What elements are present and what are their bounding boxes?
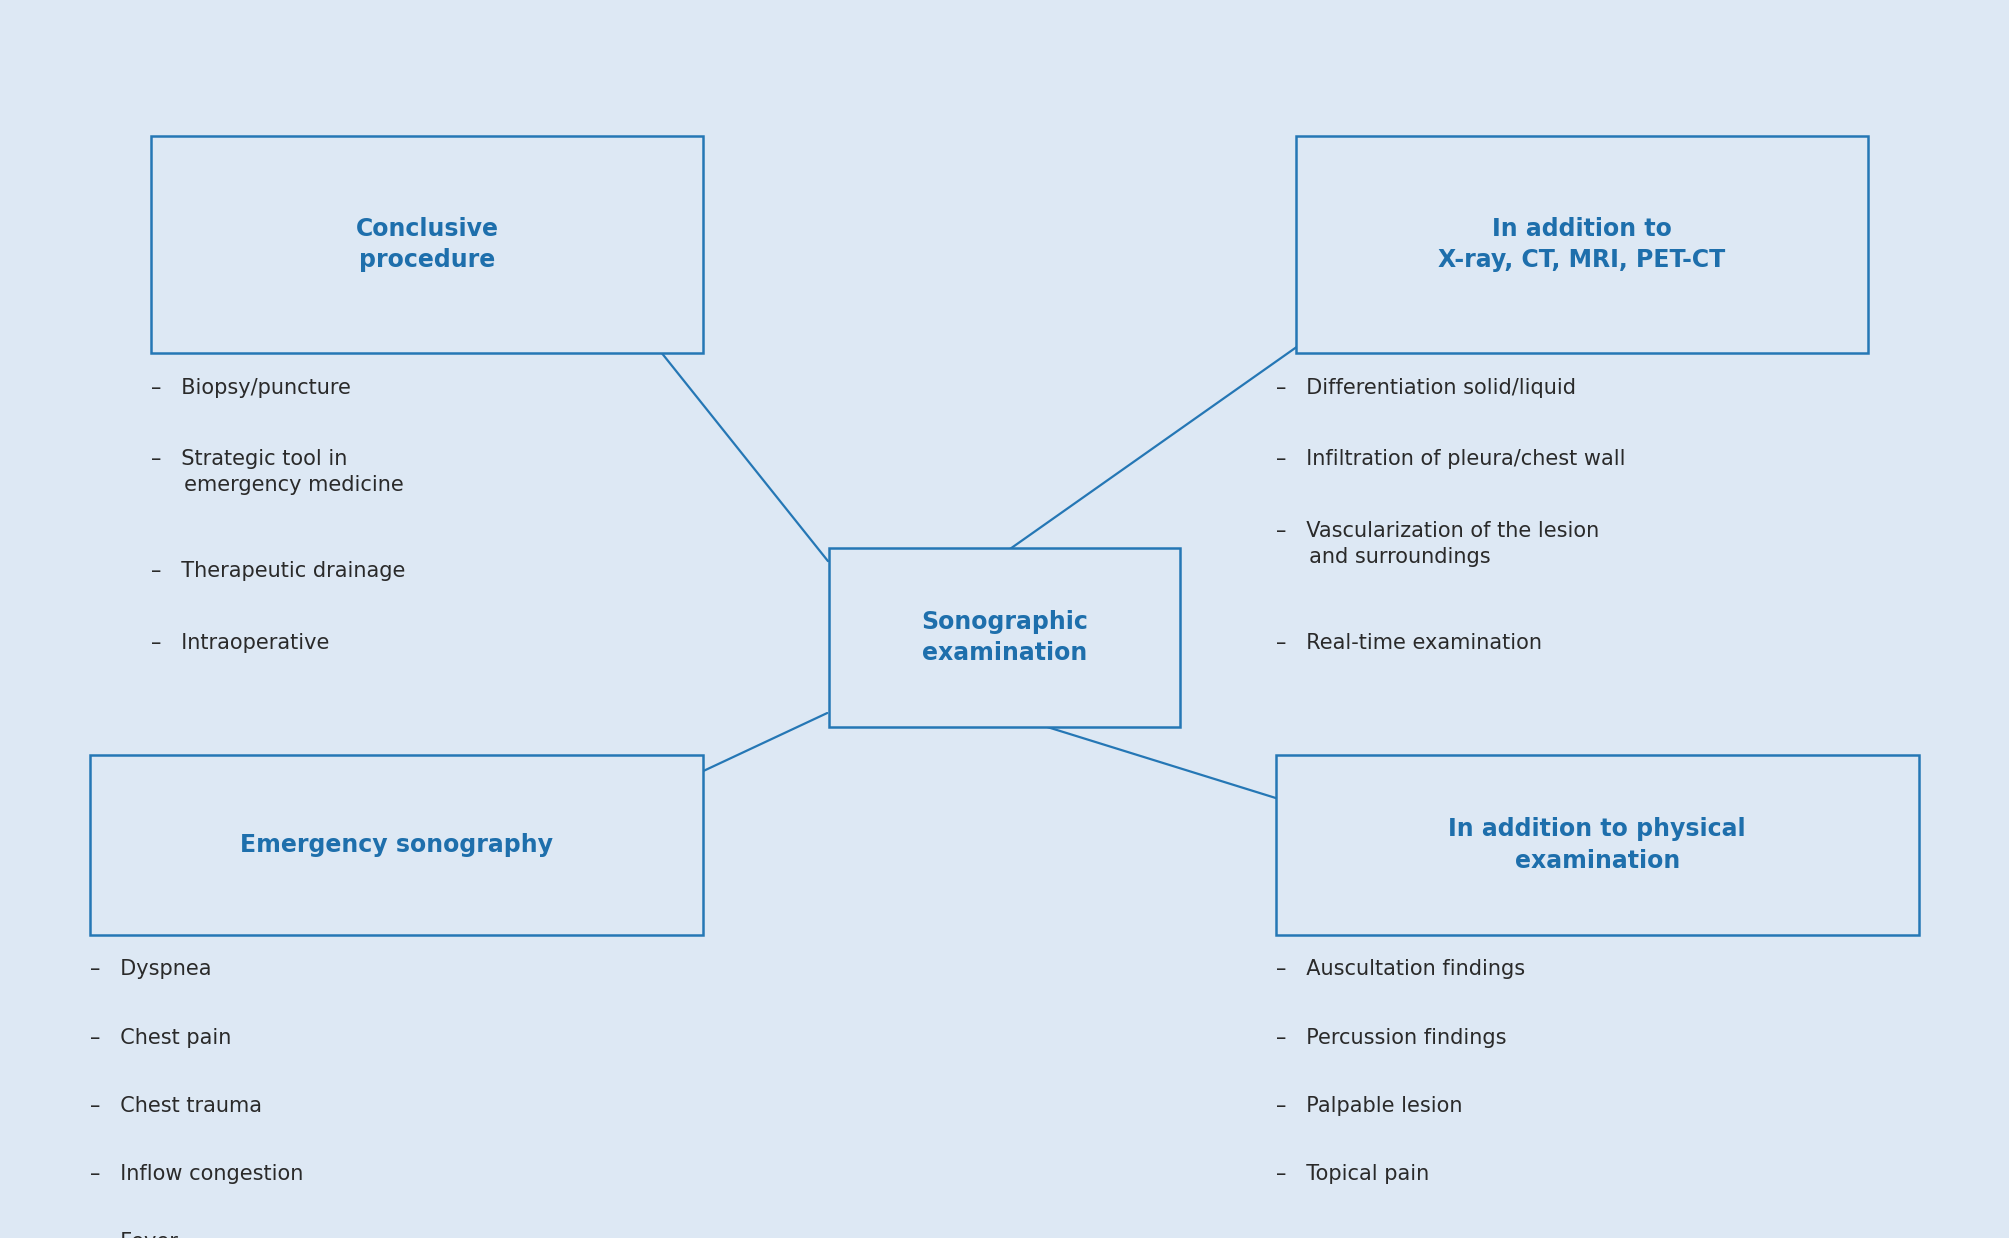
Text: –   Vascularization of the lesion
     and surroundings: – Vascularization of the lesion and surr… <box>1276 521 1599 567</box>
Text: In addition to
X-ray, CT, MRI, PET-CT: In addition to X-ray, CT, MRI, PET-CT <box>1438 217 1726 272</box>
Text: –   Infiltration of pleura/chest wall: – Infiltration of pleura/chest wall <box>1276 449 1625 469</box>
Bar <box>1276 755 1919 935</box>
Bar <box>90 755 703 935</box>
Text: –   Chest trauma: – Chest trauma <box>90 1096 263 1115</box>
Text: –   Inflow congestion: – Inflow congestion <box>90 1164 303 1184</box>
Text: In addition to physical
examination: In addition to physical examination <box>1448 817 1746 873</box>
Text: –   Therapeutic drainage: – Therapeutic drainage <box>151 561 406 581</box>
Text: –   Real-time examination: – Real-time examination <box>1276 633 1541 652</box>
Text: –   Intraoperative: – Intraoperative <box>151 633 329 652</box>
Text: –   Topical pain: – Topical pain <box>1276 1164 1428 1184</box>
Text: –   Dyspnea: – Dyspnea <box>90 959 211 979</box>
Text: –   Chest pain: – Chest pain <box>90 1028 231 1047</box>
Text: –   Palpable lesion: – Palpable lesion <box>1276 1096 1463 1115</box>
Text: Sonographic
examination: Sonographic examination <box>920 610 1089 665</box>
Text: –   Biopsy/puncture: – Biopsy/puncture <box>151 378 350 397</box>
Text: –   Differentiation solid/liquid: – Differentiation solid/liquid <box>1276 378 1575 397</box>
Text: –   Auscultation findings: – Auscultation findings <box>1276 959 1525 979</box>
Bar <box>1296 136 1868 353</box>
Text: –   Percussion findings: – Percussion findings <box>1276 1028 1507 1047</box>
Text: Emergency sonography: Emergency sonography <box>241 833 552 857</box>
Bar <box>151 136 703 353</box>
Text: –   Fever: – Fever <box>90 1232 179 1238</box>
Text: Conclusive
procedure: Conclusive procedure <box>356 217 498 272</box>
Text: –   Strategic tool in
     emergency medicine: – Strategic tool in emergency medicine <box>151 449 404 495</box>
Bar <box>828 547 1179 728</box>
